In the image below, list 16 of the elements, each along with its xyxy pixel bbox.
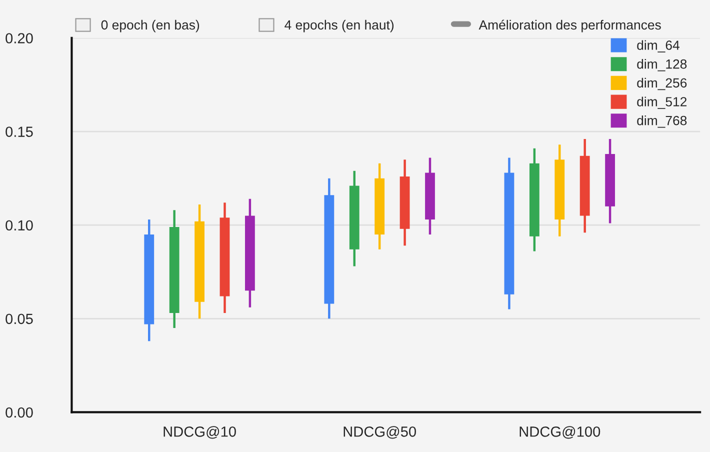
x-tick-label: NDCG@10 <box>164 426 236 439</box>
legend-label: dim_128 <box>637 59 687 72</box>
text: 4 epochs (en haut) <box>284 20 394 32</box>
legend-label: dim_256 <box>637 78 687 90</box>
y-tick-label: 0.15 <box>6 126 33 137</box>
legend-label: dim_768 <box>637 116 687 128</box>
x-tick-label: NDCG@50 <box>344 426 416 439</box>
x-tick-label: NDCG@100 <box>520 426 600 439</box>
y-tick-label: 0.10 <box>6 220 33 231</box>
legend-label: dim_512 <box>637 96 687 109</box>
y-tick-label: 0.00 <box>6 407 33 418</box>
legend-label: dim_64 <box>637 40 680 52</box>
text: 0 epoch (en bas) <box>101 20 200 32</box>
text: Amélioration des performances <box>478 20 661 32</box>
y-tick-label: 0.05 <box>6 314 33 324</box>
y-tick-label: 0.20 <box>6 33 33 44</box>
